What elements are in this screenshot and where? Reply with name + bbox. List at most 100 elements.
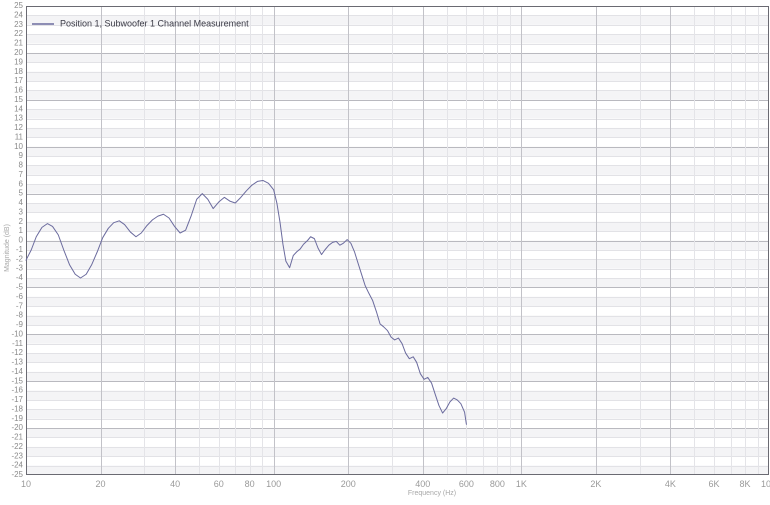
y-tick-label: -4 <box>16 273 24 282</box>
x-axis-tick-labels: 10 20 40 60 80 100 200 400 600 800 1K 2K 4K 6K 8K 10K <box>21 479 770 489</box>
x-tick-label: 800 <box>490 479 505 489</box>
grid-band <box>26 202 769 213</box>
y-tick-label: -11 <box>12 339 24 348</box>
y-tick-label: 8 <box>19 161 24 170</box>
grid-band <box>26 428 769 438</box>
grid-band <box>26 71 769 82</box>
x-tick-label: 80 <box>245 479 255 489</box>
grid-band <box>26 390 769 400</box>
x-tick-label: 400 <box>415 479 430 489</box>
y-tick-label: -7 <box>16 301 24 310</box>
y-tick-label: 3 <box>19 207 24 216</box>
y-axis-title: Magnitude (dB) <box>4 224 11 272</box>
x-tick-label: 200 <box>341 479 356 489</box>
y-tick-label: 4 <box>19 198 24 207</box>
y-tick-label: 5 <box>19 189 24 198</box>
grid-band <box>26 296 769 307</box>
grid-band <box>26 371 769 382</box>
y-tick-label: -9 <box>16 320 24 329</box>
x-axis-title: Frequency (Hz) <box>408 490 456 497</box>
grid-band <box>26 446 769 457</box>
grid-band <box>26 146 769 157</box>
y-tick-label: 21 <box>14 39 23 48</box>
y-tick-label: -15 <box>11 376 23 385</box>
legend-entry-label[interactable]: Position 1, Subwoofer 1 Channel Measurem… <box>60 18 249 28</box>
plot-border <box>26 6 769 475</box>
y-tick-label: -13 <box>11 358 23 367</box>
x-tick-label: 8K <box>739 479 750 489</box>
horizontal-gridlines <box>26 15 769 467</box>
y-tick-label: -10 <box>11 329 23 338</box>
y-tick-label: -17 <box>11 395 23 404</box>
y-tick-label: 19 <box>14 57 23 66</box>
x-tick-label: 60 <box>214 479 224 489</box>
grid-band <box>26 15 769 25</box>
vertical-gridlines <box>101 6 759 475</box>
y-axis-tick-labels: 2524232221201918171615141312111098765432… <box>11 1 23 479</box>
x-tick-label: 6K <box>709 479 720 489</box>
y-tick-label: 23 <box>14 20 23 29</box>
grid-band <box>26 259 769 269</box>
y-tick-label: 22 <box>14 29 23 38</box>
y-tick-label: -23 <box>11 451 23 460</box>
y-tick-label: 16 <box>14 86 23 95</box>
grid-band <box>26 409 769 419</box>
x-tick-label: 4K <box>665 479 676 489</box>
series-line <box>25 179 467 425</box>
grid-band <box>26 109 769 119</box>
y-tick-label: 0 <box>19 236 24 245</box>
y-tick-label: -1 <box>16 245 24 254</box>
x-tick-label: 20 <box>96 479 106 489</box>
grid-band <box>26 184 769 194</box>
y-tick-label: 18 <box>14 67 23 76</box>
grid-band <box>26 127 769 138</box>
grid-band <box>26 465 769 475</box>
plot-frame <box>26 6 769 475</box>
x-tick-label: 600 <box>459 479 474 489</box>
x-tick-label: 2K <box>590 479 601 489</box>
x-tick-label: 100 <box>266 479 281 489</box>
y-tick-label: -25 <box>11 470 23 479</box>
chart-legend[interactable]: Position 1, Subwoofer 1 Channel Measurem… <box>32 18 249 28</box>
y-tick-label: 17 <box>14 76 23 85</box>
x-tick-label: 40 <box>170 479 180 489</box>
y-tick-label: -16 <box>11 386 23 395</box>
y-tick-label: -5 <box>16 283 24 292</box>
y-tick-label: -19 <box>11 414 23 423</box>
x-tick-label: 10 <box>21 479 31 489</box>
y-tick-label: 6 <box>19 179 24 188</box>
grid-band <box>26 353 769 363</box>
y-tick-label: 15 <box>14 95 23 104</box>
y-tick-label: -24 <box>11 461 23 470</box>
y-tick-label: 25 <box>14 1 23 10</box>
grid-band <box>26 165 769 175</box>
y-tick-label: -8 <box>16 311 24 320</box>
grid-band <box>26 90 769 100</box>
y-tick-label: 12 <box>14 123 23 132</box>
horizontal-band-shading <box>26 15 769 475</box>
data-series-group <box>25 179 467 425</box>
y-tick-label: 11 <box>15 132 24 141</box>
y-tick-label: -12 <box>11 348 23 357</box>
y-tick-label: -3 <box>16 264 24 273</box>
y-tick-label: -18 <box>11 404 23 413</box>
y-tick-label: -22 <box>11 442 23 451</box>
y-tick-label: -2 <box>16 254 24 263</box>
y-tick-label: -14 <box>11 367 23 376</box>
y-tick-label: 10 <box>14 142 23 151</box>
y-tick-label: 13 <box>14 114 23 123</box>
y-tick-label: 7 <box>19 170 24 179</box>
grid-band <box>26 221 769 232</box>
y-tick-label: -20 <box>11 423 23 432</box>
y-tick-label: 1 <box>19 226 24 235</box>
y-tick-label: 20 <box>14 48 23 57</box>
y-tick-label: 9 <box>19 151 24 160</box>
y-tick-label: 2 <box>19 217 24 226</box>
x-tick-label: 1K <box>516 479 527 489</box>
y-tick-label: 14 <box>14 104 23 113</box>
y-tick-label: 24 <box>14 10 23 19</box>
grid-band <box>26 240 769 250</box>
grid-band <box>26 278 769 288</box>
grid-band <box>26 315 769 325</box>
